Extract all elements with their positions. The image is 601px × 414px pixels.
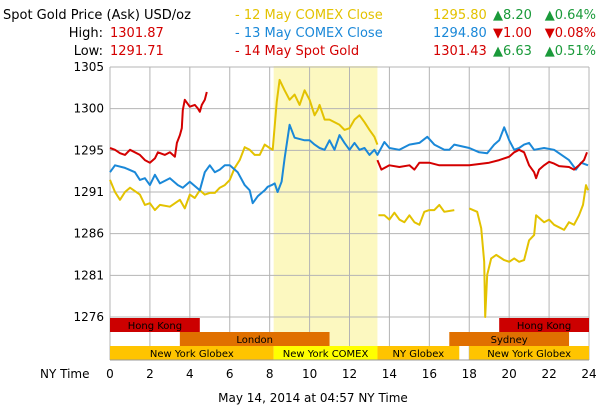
legend-change: ▼1.00 [493, 26, 532, 41]
series-line [109, 91, 208, 164]
session-bar-fill [273, 346, 378, 360]
session-bar-fill [110, 346, 274, 360]
x-tick-label: 2 [146, 367, 154, 381]
session-bar-fill [449, 332, 570, 346]
series-line [468, 184, 589, 318]
x-tick-label: 20 [502, 367, 517, 381]
series-13-may-comex-close [109, 123, 589, 205]
y-tick-label: 1300 [73, 102, 104, 116]
session-bar-new-york-globex: New York Globex [110, 346, 274, 360]
session-bar-hong-kong: Hong Kong [499, 318, 589, 332]
session-label: New York COMEX [283, 349, 369, 360]
x-tick-label: 18 [462, 367, 477, 381]
legend-value: 1295.80 [433, 8, 487, 23]
series-line [376, 148, 588, 180]
legend-item-13-may: - 13 May COMEX Close 1294.80 ▼1.00 ▼0.08… [235, 26, 596, 41]
x-tick-label: 6 [226, 367, 234, 381]
series-line [109, 78, 379, 212]
series-12-may-comex-close [109, 78, 589, 318]
session-label: New York Globex [487, 349, 571, 360]
session-label: New York Globex [150, 349, 234, 360]
session-label: London [236, 335, 273, 346]
legend: - 12 May COMEX Close 1295.80 ▲8.20 ▲0.64… [235, 8, 596, 59]
high-value: 1301.87 [110, 26, 164, 41]
legend-label: - 14 May Spot Gold [235, 44, 359, 59]
session-bar-ny-globex: NY Globex [377, 346, 460, 360]
x-tick-label: 14 [382, 367, 397, 381]
series-14-may-spot-gold [109, 91, 588, 180]
session-bar-new-york-comex: New York COMEX [273, 346, 378, 360]
timestamp-footer: May 14, 2014 at 04:57 NY Time [218, 391, 408, 405]
x-tick-label: 4 [186, 367, 194, 381]
x-tick-label: 10 [302, 367, 317, 381]
session-bar-fill [377, 346, 460, 360]
legend-pct: ▼0.08% [545, 26, 596, 41]
legend-pct: ▲0.64% [545, 8, 596, 23]
y-tick-label: 1281 [73, 268, 104, 282]
series-line [109, 123, 589, 205]
session-bar-london: London [179, 332, 330, 346]
session-bar-sydney: Sydney [449, 332, 570, 346]
x-tick-label: 8 [266, 367, 274, 381]
y-tick-label: 1291 [73, 185, 104, 199]
legend-change: ▲6.63 [493, 44, 532, 59]
comex-hours-highlight [273, 66, 378, 360]
high-label: High: [69, 26, 103, 41]
session-label: Sydney [491, 335, 528, 346]
y-tick-label: 1286 [73, 227, 104, 241]
session-label: Hong Kong [128, 321, 182, 332]
x-tick-label: 24 [581, 367, 596, 381]
session-bar-fill [179, 332, 330, 346]
x-tick-label: 0 [106, 367, 114, 381]
legend-value: 1294.80 [433, 26, 487, 41]
series-line [378, 203, 455, 226]
legend-item-14-may: - 14 May Spot Gold 1301.43 ▲6.63 ▲0.51% [235, 44, 596, 59]
legend-value: 1301.43 [433, 44, 487, 59]
x-tick-label: 22 [541, 367, 556, 381]
session-bar-fill [469, 346, 589, 360]
session-bar-hong-kong: Hong Kong [110, 318, 200, 332]
y-tick-label: 1305 [73, 60, 104, 74]
chart-title: Spot Gold Price (Ask) USD/oz [3, 8, 191, 23]
legend-label: - 13 May COMEX Close [235, 26, 383, 41]
legend-change: ▲8.20 [493, 8, 532, 23]
legend-pct: ▲0.51% [545, 44, 596, 59]
session-bar-fill [110, 318, 200, 332]
session-label: Hong Kong [517, 321, 571, 332]
legend-label: - 12 May COMEX Close [235, 8, 383, 23]
low-value: 1291.71 [110, 44, 164, 59]
legend-item-12-may: - 12 May COMEX Close 1295.80 ▲8.20 ▲0.64… [235, 8, 596, 23]
session-bar-fill [499, 318, 589, 332]
x-tick-label: 16 [422, 367, 437, 381]
session-label: NY Globex [393, 349, 445, 360]
y-tick-label: 1276 [73, 310, 104, 324]
session-bar-new-york-globex: New York Globex [469, 346, 589, 360]
x-tick-label: 12 [342, 367, 357, 381]
low-label: Low: [74, 44, 103, 59]
x-axis-label: NY Time [40, 367, 90, 381]
y-tick-label: 1295 [73, 143, 104, 157]
